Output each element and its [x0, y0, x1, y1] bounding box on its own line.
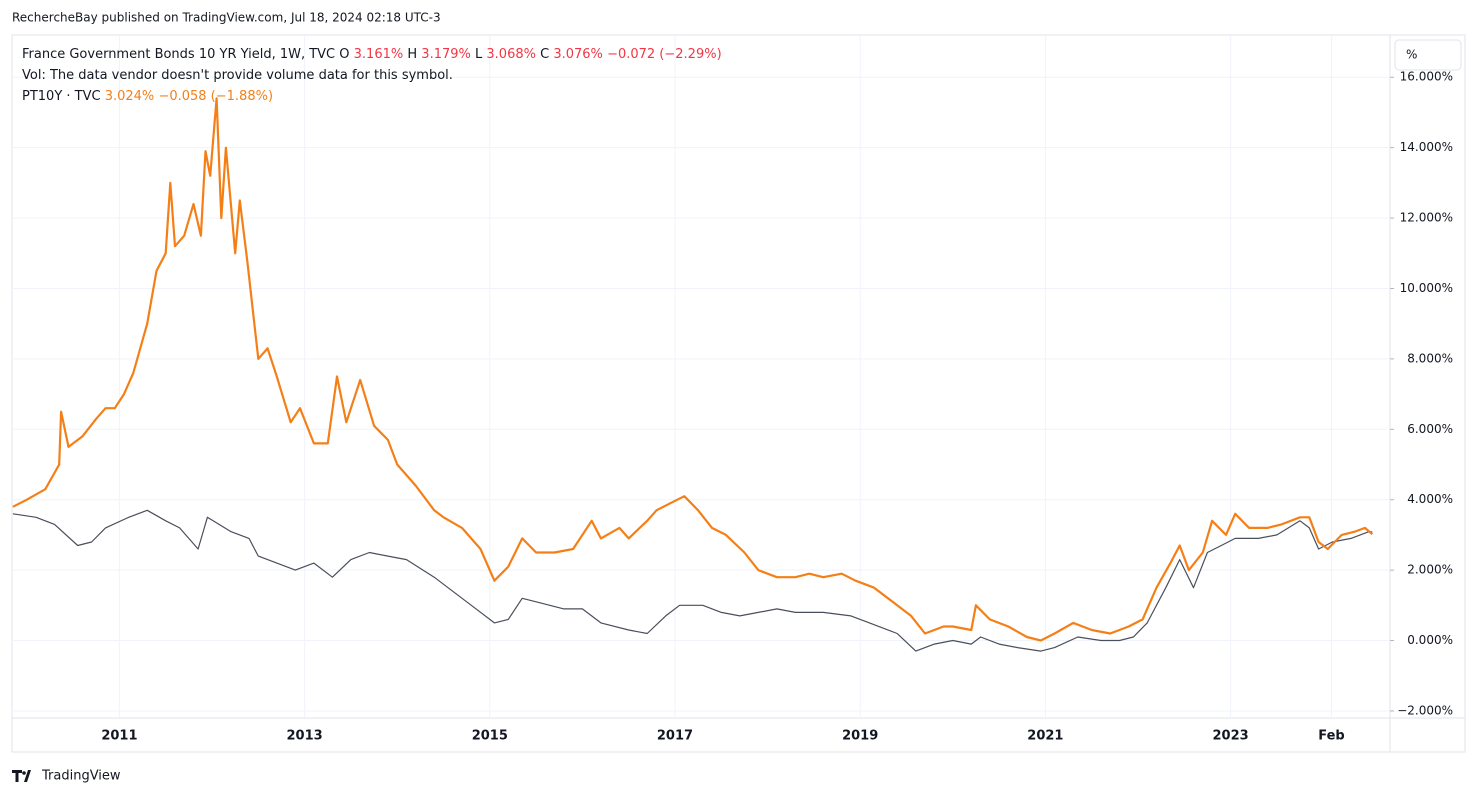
- series-line: [12, 509, 1373, 652]
- y-tick-label: 4.000%: [1407, 492, 1453, 506]
- grid: [12, 35, 1390, 718]
- footer: TradingView: [41, 769, 121, 784]
- x-tick-label: 2015: [472, 729, 508, 744]
- ohlc-label: L: [475, 47, 483, 62]
- y-tick-label: 2.000%: [1407, 563, 1453, 577]
- header: RechercheBay published on TradingView.co…: [12, 11, 441, 25]
- legend-name: France Government Bonds 10 YR Yield, 1W,…: [22, 47, 335, 62]
- y-tick-label: 14.000%: [1400, 140, 1453, 154]
- ohlc-value: 3.161%: [354, 47, 404, 62]
- x-tick-label: 2011: [101, 729, 137, 744]
- ohlc-value: 3.068%: [486, 47, 536, 62]
- x-tick-label: 2023: [1212, 729, 1248, 744]
- y-tick-label: 12.000%: [1400, 211, 1453, 225]
- legend-name: PT10Y · TVC: [22, 89, 101, 104]
- ohlc-value: 3.076%: [553, 47, 603, 62]
- y-tick-label: 6.000%: [1407, 422, 1453, 436]
- ohlc-label: C: [540, 47, 549, 62]
- ohlc-label: H: [407, 47, 417, 62]
- y-tick-label: 10.000%: [1400, 281, 1453, 295]
- tv-logo: [12, 770, 31, 782]
- x-tick-label: 2017: [657, 729, 693, 744]
- y-tick-label: 0.000%: [1407, 633, 1453, 647]
- chart-frame: [11, 34, 1466, 753]
- ohlc-change: −0.072 (−2.29%): [607, 47, 722, 62]
- series-line: [12, 97, 1374, 642]
- x-tick-label: 2021: [1027, 729, 1063, 744]
- x-tick-label: 2019: [842, 729, 878, 744]
- legend-row: Vol: The data vendor doesn't provide vol…: [22, 68, 457, 83]
- unit[interactable]: %: [1406, 48, 1417, 62]
- volume-note: Vol: The data vendor doesn't provide vol…: [22, 68, 453, 83]
- legend-row: France Government Bonds 10 YR Yield, 1W,…: [22, 47, 726, 62]
- ohlc-value: 3.179%: [421, 47, 471, 62]
- y-tick-label: −2.000%: [1397, 703, 1453, 717]
- ohlc-label: O: [339, 47, 349, 62]
- legend-row: PT10Y · TVC 3.024% −0.058 (−1.88%): [22, 89, 277, 104]
- x-tick-label: Feb: [1318, 729, 1344, 744]
- y-tick-label: 8.000%: [1407, 351, 1453, 365]
- y-tick-label: 16.000%: [1400, 70, 1453, 84]
- legend-value: 3.024%: [105, 89, 155, 104]
- unit-box[interactable]: [1394, 39, 1462, 71]
- x-tick-label: 2013: [287, 729, 323, 744]
- legend-change: −0.058 (−1.88%): [158, 89, 273, 104]
